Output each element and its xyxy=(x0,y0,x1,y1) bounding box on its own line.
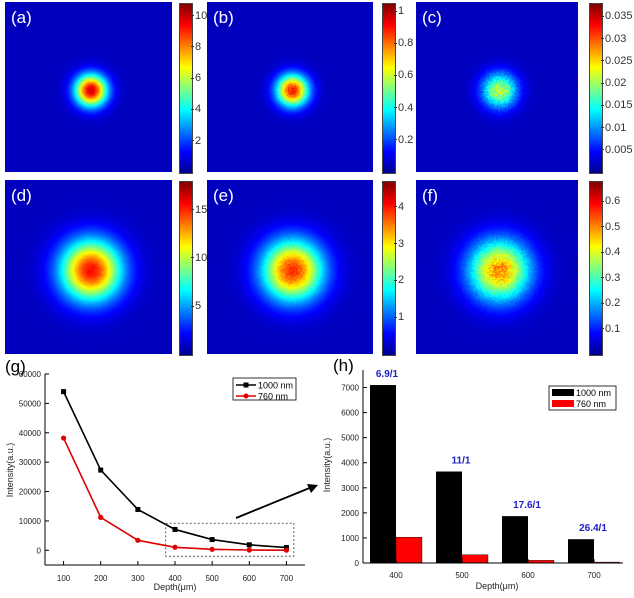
y-tick-label: 40000 xyxy=(19,429,42,438)
bar-1000nm xyxy=(436,472,462,563)
ratio-label: 17.6/1 xyxy=(513,500,541,511)
ratio-label: 6.9/1 xyxy=(376,369,399,380)
y-tick-label: 2000 xyxy=(341,509,359,518)
legend-swatch xyxy=(552,389,574,396)
arrow-line xyxy=(236,487,312,518)
y-tick-label: 0 xyxy=(355,559,360,568)
x-tick-label: 400 xyxy=(389,571,403,580)
legend-label: 1000 nm xyxy=(576,388,611,398)
data-point xyxy=(247,542,252,547)
legend-label: 760 nm xyxy=(258,392,288,402)
x-axis-label: Depth(μm) xyxy=(154,582,197,592)
panel-label: (h) xyxy=(333,356,354,375)
x-tick-label: 700 xyxy=(280,574,294,583)
data-point xyxy=(61,389,66,394)
legend-marker xyxy=(244,383,249,388)
bar-1000nm xyxy=(568,539,594,563)
data-point xyxy=(98,515,103,520)
y-tick-label: 5000 xyxy=(341,434,359,443)
y-axis-label: Intensity(a.u.) xyxy=(5,443,15,498)
y-tick-label: 6000 xyxy=(341,409,359,418)
data-point xyxy=(210,547,215,552)
x-tick-label: 500 xyxy=(205,574,219,583)
ratio-label: 26.4/1 xyxy=(579,523,607,534)
x-tick-label: 700 xyxy=(587,571,601,580)
series-line xyxy=(64,392,287,548)
data-point xyxy=(173,527,178,532)
x-tick-label: 200 xyxy=(94,574,108,583)
ratio-label: 11/1 xyxy=(452,456,471,467)
y-tick-label: 20000 xyxy=(19,488,42,497)
y-tick-label: 4000 xyxy=(341,459,359,468)
y-tick-label: 30000 xyxy=(19,458,42,467)
zoom-region-box xyxy=(166,523,294,556)
bar-760nm xyxy=(462,555,488,563)
data-point xyxy=(247,547,252,552)
y-tick-label: 7000 xyxy=(341,384,359,393)
data-point xyxy=(135,538,140,543)
data-point xyxy=(172,545,177,550)
bar-1000nm xyxy=(370,385,396,563)
data-point xyxy=(98,468,103,473)
data-point xyxy=(284,548,289,553)
legend-label: 1000 nm xyxy=(258,381,293,391)
series-line xyxy=(64,438,287,550)
x-axis-label: Depth(μm) xyxy=(476,581,519,591)
y-tick-label: 60000 xyxy=(19,370,42,379)
x-tick-label: 500 xyxy=(455,571,469,580)
data-point xyxy=(210,537,215,542)
x-tick-label: 300 xyxy=(131,574,145,583)
y-axis-label: Intensity(a.u.) xyxy=(322,438,332,493)
bar-1000nm xyxy=(502,516,528,563)
x-tick-label: 600 xyxy=(521,571,535,580)
legend-swatch xyxy=(552,400,574,407)
y-tick-label: 10000 xyxy=(19,517,42,526)
y-tick-label: 50000 xyxy=(19,399,42,408)
x-tick-label: 100 xyxy=(57,574,71,583)
data-point xyxy=(135,507,140,512)
legend-label: 760 nm xyxy=(576,399,606,409)
y-tick-label: 0 xyxy=(37,546,42,555)
x-tick-label: 600 xyxy=(243,574,257,583)
bar-760nm xyxy=(396,537,422,563)
y-tick-label: 1000 xyxy=(341,534,359,543)
data-point xyxy=(61,435,66,440)
y-tick-label: 3000 xyxy=(341,484,359,493)
legend-marker xyxy=(244,394,249,399)
